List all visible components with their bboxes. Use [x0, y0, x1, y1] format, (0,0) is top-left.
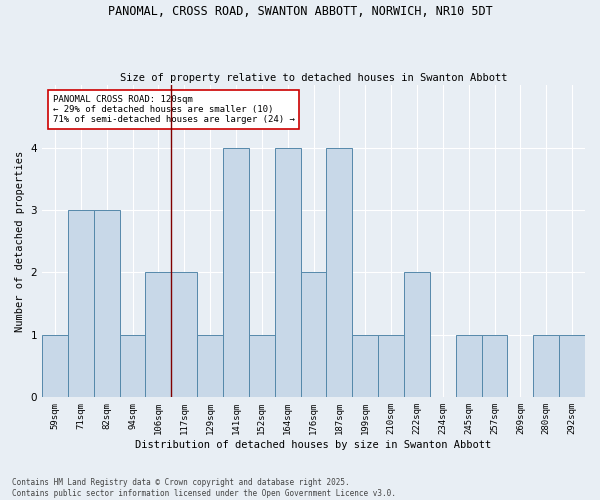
- Bar: [42, 335, 68, 398]
- Bar: [145, 272, 172, 398]
- Text: PANOMAL CROSS ROAD: 120sqm
← 29% of detached houses are smaller (10)
71% of semi: PANOMAL CROSS ROAD: 120sqm ← 29% of deta…: [53, 94, 295, 124]
- Bar: [94, 210, 119, 398]
- Bar: [456, 335, 482, 398]
- Text: Contains HM Land Registry data © Crown copyright and database right 2025.
Contai: Contains HM Land Registry data © Crown c…: [12, 478, 396, 498]
- Bar: [404, 272, 430, 398]
- Bar: [68, 210, 94, 398]
- Bar: [119, 335, 145, 398]
- Bar: [301, 272, 326, 398]
- Bar: [482, 335, 508, 398]
- Bar: [223, 148, 249, 398]
- Title: Size of property relative to detached houses in Swanton Abbott: Size of property relative to detached ho…: [120, 73, 507, 83]
- X-axis label: Distribution of detached houses by size in Swanton Abbott: Distribution of detached houses by size …: [136, 440, 491, 450]
- Bar: [326, 148, 352, 398]
- Bar: [172, 272, 197, 398]
- Bar: [197, 335, 223, 398]
- Bar: [378, 335, 404, 398]
- Bar: [249, 335, 275, 398]
- Bar: [352, 335, 378, 398]
- Y-axis label: Number of detached properties: Number of detached properties: [15, 150, 25, 332]
- Text: PANOMAL, CROSS ROAD, SWANTON ABBOTT, NORWICH, NR10 5DT: PANOMAL, CROSS ROAD, SWANTON ABBOTT, NOR…: [107, 5, 493, 18]
- Bar: [559, 335, 585, 398]
- Bar: [533, 335, 559, 398]
- Bar: [275, 148, 301, 398]
